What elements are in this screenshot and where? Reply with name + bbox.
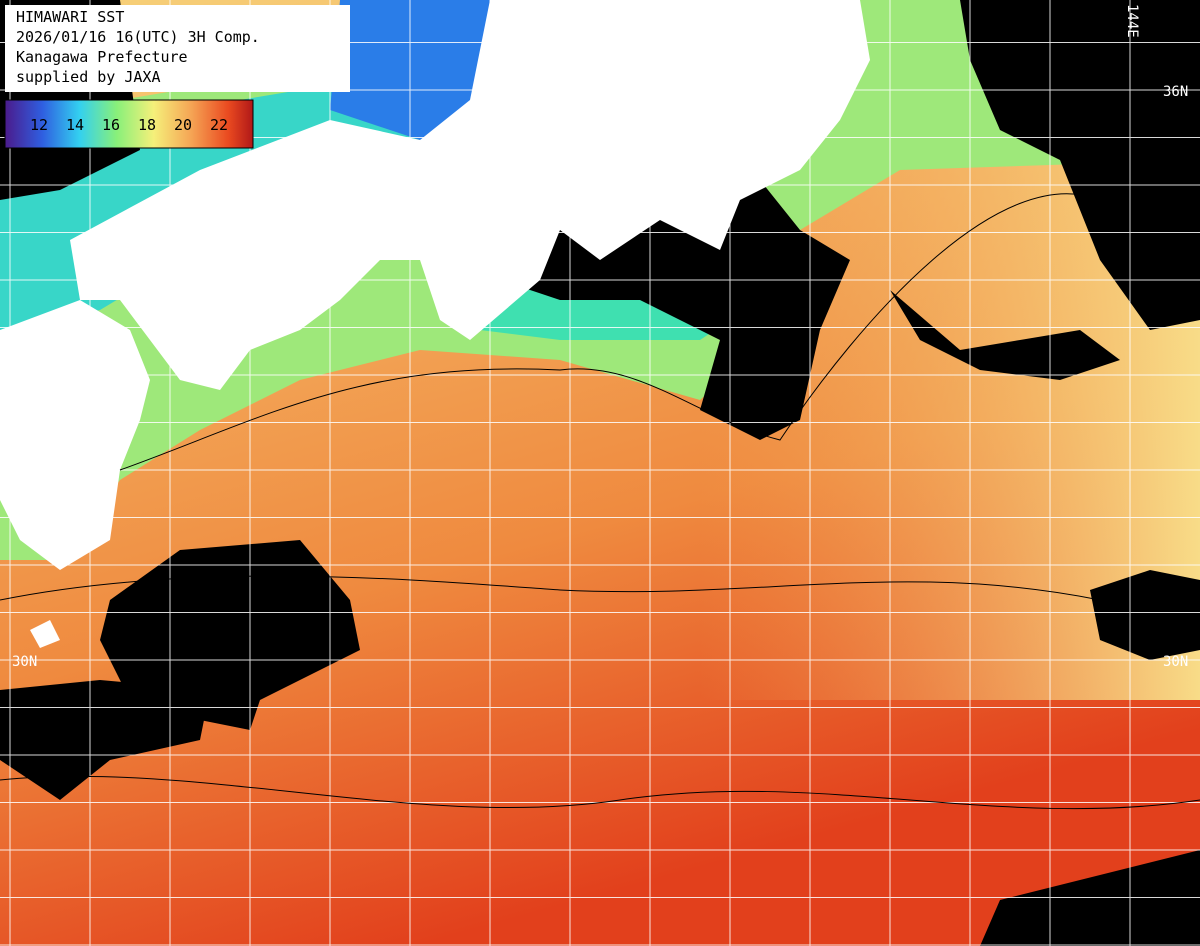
cloud xyxy=(890,290,1120,380)
header-line: 2026/01/16 16(UTC) 3H Comp. xyxy=(16,28,260,46)
color-bar-label: 22 xyxy=(210,116,228,134)
header-line: supplied by JAXA xyxy=(16,68,161,86)
lat-label: 30N xyxy=(12,654,37,670)
contour xyxy=(0,775,1200,810)
color-bar xyxy=(4,99,254,149)
land xyxy=(30,620,60,648)
cloud xyxy=(1090,570,1200,660)
header-line: Kanagawa Prefecture xyxy=(16,48,188,66)
land xyxy=(0,300,150,570)
lat-label: 36N xyxy=(1163,84,1188,100)
header-box xyxy=(5,5,350,92)
lat-label: 30N xyxy=(1163,654,1188,670)
contour xyxy=(0,575,1101,601)
color-bar-label: 12 xyxy=(30,116,48,134)
color-bar-label: 14 xyxy=(66,116,84,134)
color-bar-label: 16 xyxy=(102,116,120,134)
color-bar-label: 20 xyxy=(174,116,192,134)
header-line: HIMAWARI SST xyxy=(16,8,124,26)
land xyxy=(70,0,870,390)
lon-label: 144E xyxy=(1124,4,1140,38)
cloud xyxy=(100,540,360,730)
color-bar-label: 18 xyxy=(138,116,156,134)
contour xyxy=(119,193,1101,471)
lon-label: 136E xyxy=(492,4,508,38)
color-bar-labels: 12 14 16 18 20 22 xyxy=(30,116,228,134)
cloud xyxy=(960,0,1200,330)
cloud xyxy=(0,680,210,800)
